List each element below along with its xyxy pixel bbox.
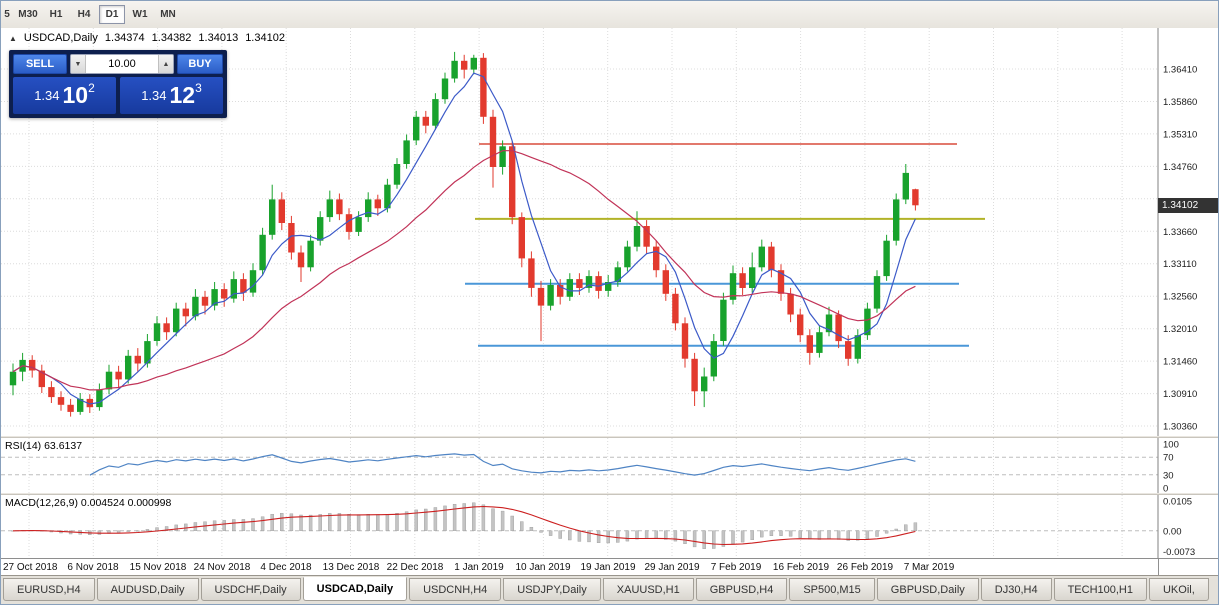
price-axis-label: 1.31460 — [1163, 357, 1197, 368]
timeframe-toolbar: 5 M30 H1 H4 D1 W1 MN — [1, 1, 1218, 29]
date-label: 24 Nov 2018 — [193, 562, 251, 573]
date-label: 29 Jan 2019 — [644, 562, 700, 573]
volume-spinner: ▼ ▲ — [70, 54, 174, 74]
buy-button[interactable]: BUY — [177, 54, 223, 74]
pane-splitter[interactable] — [1, 493, 1218, 495]
chart-tab-audusd-daily[interactable]: AUDUSD,Daily — [96, 578, 199, 601]
rsi-line — [89, 453, 916, 476]
rsi-axis-label: 70 — [1163, 453, 1174, 464]
volume-up-icon[interactable]: ▲ — [158, 55, 173, 73]
pane-splitter[interactable] — [1, 436, 1218, 438]
volume-down-icon[interactable]: ▼ — [71, 55, 86, 73]
volume-input[interactable] — [86, 55, 158, 73]
date-label: 13 Dec 2018 — [322, 562, 380, 573]
timeframe-button-m30[interactable]: M30 — [15, 5, 41, 24]
buy-price-base: 1.34 — [141, 88, 167, 103]
low-value: 1.34013 — [198, 32, 239, 44]
date-axis[interactable]: 27 Oct 2018 6 Nov 2018 15 Nov 2018 24 Nov 2… — [1, 558, 1218, 578]
sell-price-point: 2 — [88, 81, 95, 95]
date-label: 22 Dec 2018 — [386, 562, 444, 573]
price-axis-label: 1.32560 — [1163, 292, 1197, 303]
macd-canvas[interactable]: 0.0105 0.00 -0.0073 — [1, 495, 1219, 558]
buy-price-pips: 12 — [169, 82, 196, 108]
macd-label: MACD(12,26,9) 0.004524 0.000998 — [5, 497, 172, 509]
date-label: 10 Jan 2019 — [515, 562, 571, 573]
symbol-label: USDCAD,Daily — [23, 32, 98, 44]
price-axis-label: 1.36410 — [1163, 65, 1197, 76]
buy-price-button[interactable]: 1.34 12 3 — [120, 77, 223, 114]
date-label: 7 Feb 2019 — [710, 562, 762, 573]
chart-tab-dj30-h4[interactable]: DJ30,H4 — [980, 578, 1052, 601]
chart-title: ▲ USDCAD,Daily 1.34374 1.34382 1.34013 1.3410… — [9, 32, 285, 44]
price-axis-label: 1.30360 — [1163, 422, 1197, 433]
timeframe-button-h1[interactable]: H1 — [43, 5, 69, 24]
rsi-label: RSI(14) 63.6137 — [5, 440, 83, 452]
one-click-toggle-icon[interactable]: ▲ — [9, 33, 17, 43]
sell-button[interactable]: SELL — [13, 54, 67, 74]
high-value: 1.34382 — [151, 32, 192, 44]
chart-tab-usdcnh-h4[interactable]: USDCNH,H4 — [409, 578, 502, 601]
buy-price-point: 3 — [195, 81, 202, 95]
chart-tab-eurusd-h4[interactable]: EURUSD,H4 — [3, 578, 95, 601]
open-value: 1.34374 — [104, 32, 145, 44]
date-label: 27 Oct 2018 — [3, 562, 58, 573]
current-price-badge: 1.34102 — [1158, 198, 1218, 213]
macd-axis-label: -0.0073 — [1163, 547, 1195, 558]
timeframe-button-h4[interactable]: H4 — [71, 5, 97, 24]
date-label: 6 Nov 2018 — [67, 562, 119, 573]
macd-signal-line — [12, 505, 916, 546]
rsi-canvas[interactable]: 100 70 30 0 — [1, 438, 1219, 493]
date-label: 4 Dec 2018 — [260, 562, 312, 573]
close-value: 1.34102 — [245, 32, 285, 44]
price-axis-label: 1.33110 — [1163, 259, 1197, 270]
chart-tab-gbpusd-daily[interactable]: GBPUSD,Daily — [876, 578, 979, 601]
price-axis-label: 1.33660 — [1163, 227, 1197, 238]
chart-tab-usdcad-daily[interactable]: USDCAD,Daily — [302, 577, 408, 601]
ma-slow-line — [12, 150, 916, 391]
macd-axis-label: 0.00 — [1163, 526, 1182, 537]
price-axis-label: 1.35860 — [1163, 97, 1197, 108]
date-label: 7 Mar 2019 — [903, 562, 955, 573]
timeframe-button-w1[interactable]: W1 — [127, 5, 153, 24]
chart-tab-xauusd-h1[interactable]: XAUUSD,H1 — [602, 578, 694, 601]
price-axis-label: 1.32010 — [1163, 324, 1197, 335]
date-label: 16 Feb 2019 — [772, 562, 830, 573]
price-axis-label: 1.30910 — [1163, 389, 1197, 400]
price-pane: 1.36410 1.35860 1.35310 1.34760 1.33660 1.331… — [1, 28, 1218, 436]
sell-price-button[interactable]: 1.34 10 2 — [13, 77, 116, 114]
chart-tabbar: EURUSD,H4 AUDUSD,Daily USDCHF,Daily USDCAD,… — [1, 575, 1218, 604]
price-axis-label: 1.35310 — [1163, 129, 1197, 140]
timeframe-button-mn[interactable]: MN — [155, 5, 181, 24]
rsi-pane: 100 70 30 0 RSI(14) 63.6137 — [1, 438, 1218, 493]
chart-tab-usdjpy-daily[interactable]: USDJPY,Daily — [503, 578, 601, 601]
date-label: 26 Feb 2019 — [836, 562, 894, 573]
chart-tab-gbpusd-h4[interactable]: GBPUSD,H4 — [695, 578, 788, 601]
macd-histogram — [11, 502, 918, 549]
chart-tab-ukoil[interactable]: UKOil, — [1148, 578, 1209, 601]
rsi-axis-label: 100 — [1163, 440, 1179, 451]
chart-tab-tech100-h1[interactable]: TECH100,H1 — [1053, 578, 1147, 601]
date-label: 15 Nov 2018 — [129, 562, 187, 573]
sell-price-pips: 10 — [62, 82, 89, 108]
timeframe-button-d1[interactable]: D1 — [99, 5, 125, 24]
date-label: 19 Jan 2019 — [580, 562, 636, 573]
price-axis-label: 1.34760 — [1163, 162, 1197, 173]
macd-pane: 0.0105 0.00 -0.0073 MACD(12,26,9) 0.004524… — [1, 495, 1218, 558]
macd-axis-label: 0.0105 — [1163, 496, 1192, 507]
chart-tab-sp500-m15[interactable]: SP500,M15 — [789, 578, 875, 601]
chart-tab-usdchf-daily[interactable]: USDCHF,Daily — [200, 578, 301, 601]
rsi-axis-label: 30 — [1163, 470, 1174, 481]
rsi-axis-label: 0 — [1163, 484, 1168, 494]
chart-area: 1.36410 1.35860 1.35310 1.34760 1.33660 1.331… — [1, 28, 1218, 578]
date-label: 1 Jan 2019 — [454, 562, 504, 573]
timeframe-button-5[interactable]: 5 — [1, 5, 13, 24]
ma-fast-line — [12, 72, 916, 405]
sell-price-base: 1.34 — [34, 88, 60, 103]
